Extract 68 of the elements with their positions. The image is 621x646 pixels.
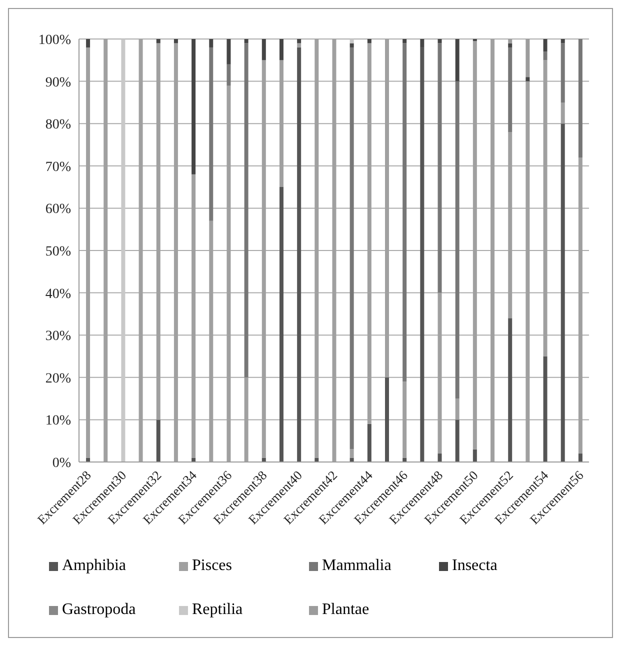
bar [174,39,178,44]
bar [156,420,160,462]
bar [350,39,354,44]
bar [526,39,530,78]
y-tick-label: 80% [45,118,72,133]
bar [367,39,372,44]
bar [279,187,284,462]
legend-label: Amphibia [62,557,126,575]
bar [226,64,231,86]
bar [350,47,354,450]
y-tick-label: 0% [52,456,72,471]
bar [508,43,512,48]
bar [560,43,565,102]
bar [438,39,442,44]
bar [438,454,442,462]
bar [402,39,407,44]
bar [455,420,460,462]
bar [192,39,196,174]
bar [438,43,442,293]
bar [560,124,565,462]
bar [508,47,512,132]
y-tick-label: 20% [45,371,72,386]
bar [209,47,214,221]
bar [262,39,266,60]
bar [455,81,460,399]
bar [244,39,248,44]
bar [543,52,548,60]
bar [508,39,512,44]
legend-label: Reptilia [192,601,243,619]
y-tick-label: 70% [45,160,72,175]
bar [209,39,214,48]
bar [297,47,302,462]
bar [578,39,582,158]
bar [279,39,284,60]
bar [86,39,90,48]
bar [543,356,548,462]
bar [226,39,231,64]
y-tick-label: 30% [45,329,72,344]
y-tick-label: 10% [45,414,72,429]
legend-label: Gastropoda [62,601,136,619]
bar [297,43,302,48]
bar [420,39,424,48]
bar [385,377,389,462]
bar [472,449,477,462]
legend-label: Insecta [452,557,498,575]
y-tick-label: 90% [45,75,72,90]
bar [244,43,248,378]
bar [156,39,160,44]
legend-label: Pisces [192,557,232,575]
bar [508,318,512,462]
bar [526,77,530,82]
bar [455,39,460,82]
legend-label: Plantae [322,601,370,619]
bar [367,424,372,462]
bar [297,39,302,44]
y-tick-label: 40% [45,286,72,302]
bar [560,39,565,44]
bar [420,47,424,462]
legend-label: Mammalia [322,557,392,575]
y-tick-label: 50% [45,244,72,260]
bar [121,39,126,462]
bar [543,39,548,52]
y-tick-label: 60% [45,202,72,218]
bar [350,449,354,458]
y-tick-label: 100% [38,32,72,48]
bar [578,454,582,462]
bar [350,43,354,48]
bar [402,43,407,382]
